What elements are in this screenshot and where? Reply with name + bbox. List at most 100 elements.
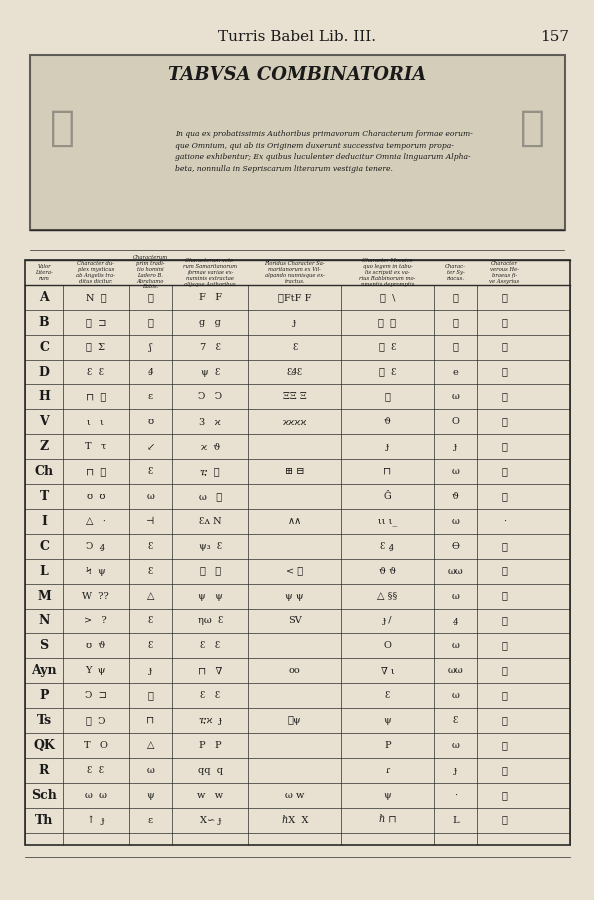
Text: ⊓  ﬢ: ⊓ ﬢ	[86, 467, 106, 476]
Text: SV: SV	[288, 616, 302, 625]
Text: ܕ: ܕ	[453, 343, 459, 352]
Text: ω: ω	[146, 492, 154, 501]
Text: ϰ  ϑ: ϰ ϑ	[201, 442, 220, 451]
Text: ꜫ: ꜫ	[147, 642, 153, 651]
Text: ɟ: ɟ	[293, 318, 296, 327]
Text: Ꜭ: Ꜭ	[148, 367, 153, 376]
Text: R: R	[39, 764, 49, 777]
Text: ꜫ: ꜫ	[147, 567, 153, 576]
Text: ω: ω	[451, 642, 460, 651]
Text: ⊣: ⊣	[146, 517, 154, 526]
Text: Ͻ  ꜭ: Ͻ ꜭ	[86, 542, 105, 551]
Text: < ℒ: < ℒ	[286, 567, 304, 576]
Text: ꜫʌ N: ꜫʌ N	[199, 517, 222, 526]
Bar	[25, 260, 570, 845]
Text: △: △	[147, 591, 154, 600]
Text: ת: ת	[502, 815, 507, 824]
Text: ה: ה	[502, 392, 507, 401]
Text: Characterum vete-
rum Samaritanorum
formae variae ex-
numinis extractae
alijsque: Characterum vete- rum Samaritanorum form…	[183, 258, 238, 286]
Text: ז: ז	[502, 442, 507, 451]
Text: ℜ: ℜ	[147, 691, 153, 700]
Text: In qua ex probatissimis Authoribus primavorum Characterum formae eorum-
que Omni: In qua ex probatissimis Authoribus prima…	[175, 130, 473, 173]
Text: L: L	[40, 564, 49, 578]
Text: א  \: א \	[380, 292, 395, 302]
Text: ס: ס	[502, 642, 507, 651]
Text: ܓ: ܓ	[453, 318, 459, 327]
Text: ω: ω	[451, 392, 460, 401]
Text: ג: ג	[502, 343, 507, 352]
Text: 3   ϰ: 3 ϰ	[200, 418, 221, 427]
Text: ·: ·	[454, 791, 457, 800]
Text: Ͻ  ⊐: Ͻ ⊐	[85, 691, 107, 700]
Text: Ͻ   Ͻ: Ͻ Ͻ	[198, 392, 222, 401]
Text: Valor
Litera-
rum: Valor Litera- rum	[35, 264, 53, 281]
Text: ט: ט	[502, 492, 507, 501]
Text: △   ·: △ ·	[86, 517, 106, 526]
Text: ω: ω	[146, 766, 154, 775]
Text: ψ ψ: ψ ψ	[286, 591, 304, 600]
Text: ꜫ: ꜫ	[453, 716, 459, 725]
Text: ω: ω	[451, 517, 460, 526]
Text: ψ₃  ꜫ: ψ₃ ꜫ	[198, 542, 222, 551]
Text: ∇ ι: ∇ ι	[381, 666, 394, 675]
Text: ⊞ ⊟: ⊞ ⊟	[285, 467, 305, 476]
Text: ε: ε	[148, 392, 153, 401]
Text: ꜫ: ꜫ	[147, 467, 153, 476]
Text: ע: ע	[502, 666, 507, 675]
Text: ⊓: ⊓	[383, 467, 391, 476]
Text: ג  ⊐: ג ⊐	[86, 318, 106, 327]
Text: Y  ψ: Y ψ	[86, 666, 106, 675]
Text: W  ??: W ??	[83, 591, 109, 600]
Text: ד: ד	[147, 318, 153, 327]
Text: ψ   ψ: ψ ψ	[198, 591, 223, 600]
Text: >   ?: > ?	[84, 616, 108, 625]
Text: ϴ: ϴ	[451, 542, 460, 551]
Text: ∧∧: ∧∧	[287, 517, 302, 526]
Text: ɾ: ɾ	[386, 766, 390, 775]
Text: ψ: ψ	[147, 791, 154, 800]
Text: Charac-
ter Sy-
riacus.: Charac- ter Sy- riacus.	[445, 264, 466, 281]
Text: TABVSA COMBINATORIA: TABVSA COMBINATORIA	[168, 66, 426, 84]
Text: e: e	[453, 367, 459, 376]
Text: ψ: ψ	[384, 791, 391, 800]
Text: ʊ  ϑ: ʊ ϑ	[86, 642, 106, 651]
Text: A: A	[39, 291, 49, 304]
Text: ꜫ ꜭ: ꜫ ꜭ	[381, 542, 394, 551]
Text: Ch: Ch	[34, 465, 53, 478]
Text: ꜫ   ꜫ: ꜫ ꜫ	[200, 642, 220, 651]
Text: ϑ: ϑ	[384, 418, 391, 427]
Text: ɟ /: ɟ /	[383, 616, 392, 625]
Text: ꜫ  ꜫ: ꜫ ꜫ	[87, 766, 105, 775]
Text: ℜ  Ͻ: ℜ Ͻ	[86, 716, 106, 725]
Text: P: P	[384, 741, 391, 750]
Text: ψ: ψ	[384, 716, 391, 725]
Text: ω   ℐ: ω ℐ	[199, 492, 222, 501]
Text: כ: כ	[502, 542, 507, 551]
Text: T: T	[39, 490, 49, 503]
Text: ב: ב	[502, 318, 507, 327]
Text: T   τ: T τ	[85, 442, 106, 451]
Text: ηω  ꜫ: ηω ꜫ	[198, 616, 223, 625]
Text: F   F: F F	[199, 292, 222, 302]
Text: ω  ω: ω ω	[85, 791, 107, 800]
Text: QK: QK	[33, 739, 55, 752]
Text: ΞΞ Ξ: ΞΞ Ξ	[283, 392, 307, 401]
Text: ꜭ: ꜭ	[453, 616, 458, 625]
Text: B: B	[39, 316, 49, 328]
Text: ⋀  Σ: ⋀ Σ	[86, 343, 105, 352]
Text: ι   ι: ι ι	[87, 418, 105, 427]
Text: N: N	[39, 615, 50, 627]
Text: ʊ: ʊ	[147, 418, 153, 427]
Text: C: C	[39, 340, 49, 354]
Text: ⴀ  ✶: ⴀ ✶	[201, 467, 220, 476]
Text: ω: ω	[451, 741, 460, 750]
Text: ꜫ  ꜫ: ꜫ ꜫ	[87, 367, 105, 376]
Text: ιι ι_: ιι ι_	[378, 517, 397, 526]
Text: ⴀϰ  ɟ: ⴀϰ ɟ	[199, 716, 222, 725]
Bar	[30, 55, 565, 230]
Text: ω: ω	[451, 691, 460, 700]
Text: מ: מ	[502, 591, 507, 600]
Text: ℵψ: ℵψ	[288, 716, 302, 725]
Text: ꜫ: ꜫ	[147, 616, 153, 625]
Text: P: P	[39, 689, 49, 702]
